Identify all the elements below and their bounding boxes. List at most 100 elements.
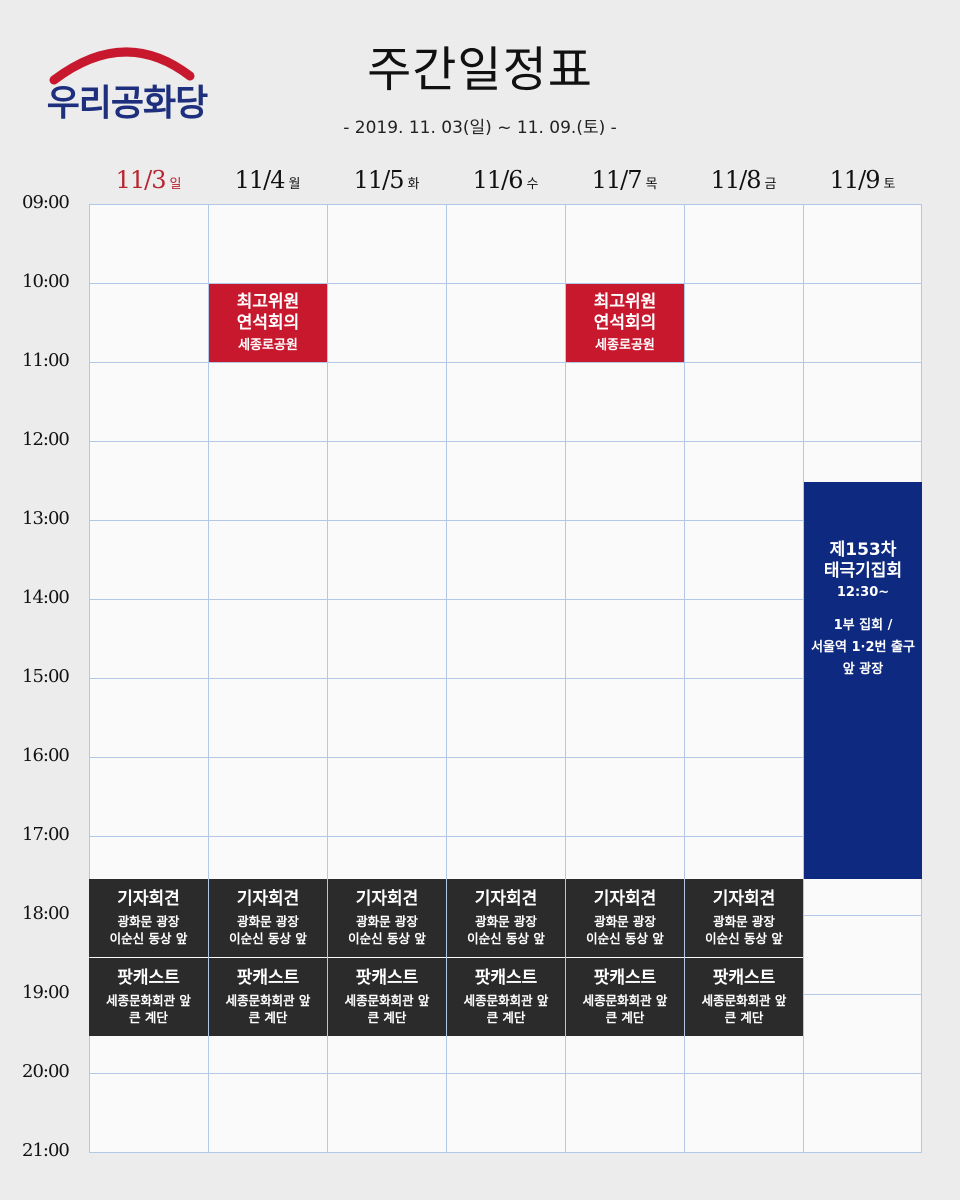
- event-place: 세종문화회관 앞: [344, 992, 430, 1008]
- event-podcast-tue[interactable]: 팟캐스트 세종문화회관 앞 큰 계단: [328, 958, 446, 1036]
- event-title: 기자회견: [593, 888, 657, 909]
- event-place: 세종문화회관 앞: [701, 992, 787, 1008]
- day-header-sat: 11/9 토: [829, 166, 896, 194]
- event-place: 큰 계단: [486, 1009, 526, 1025]
- event-place: 광화문 광장: [237, 913, 299, 929]
- day-line: [565, 204, 566, 1153]
- event-podcast-mon[interactable]: 팟캐스트 세종문화회관 앞 큰 계단: [209, 958, 327, 1036]
- event-place: 이순신 동상 앞: [586, 930, 664, 946]
- event-title: 최고위원: [593, 292, 657, 313]
- event-place: 큰 계단: [367, 1009, 407, 1025]
- party-logo: 우리공화당: [40, 40, 210, 130]
- day-header-thu: 11/7 목: [591, 166, 658, 194]
- event-title: 기자회견: [117, 888, 180, 909]
- event-title: 최고위원: [236, 292, 300, 313]
- day-header-wed: 11/6 수: [472, 166, 539, 194]
- event-podcast-fri[interactable]: 팟캐스트 세종문화회관 앞 큰 계단: [685, 958, 803, 1036]
- event-title: 기자회견: [236, 888, 300, 909]
- day-line: [327, 204, 328, 1153]
- event-council-mon[interactable]: 최고위원 연석회의 세종로공원: [209, 284, 327, 362]
- event-place: 세종문화회관 앞: [106, 992, 191, 1008]
- time-label: 12:00: [22, 429, 70, 450]
- day-line: [684, 204, 685, 1153]
- hour-line: [89, 678, 922, 679]
- hour-line: [89, 204, 922, 205]
- event-press-wed[interactable]: 기자회견 광화문 광장 이순신 동상 앞: [447, 879, 565, 957]
- event-press-sun[interactable]: 기자회견 광화문 광장 이순신 동상 앞: [89, 879, 208, 957]
- day-line: [89, 204, 90, 1153]
- time-label: 17:00: [22, 824, 70, 845]
- event-council-thu[interactable]: 최고위원 연석회의 세종로공원: [566, 284, 684, 362]
- hour-line: [89, 599, 922, 600]
- day-line: [803, 204, 804, 1153]
- logo-text: 우리공화당: [46, 83, 209, 124]
- hour-line: [89, 757, 922, 758]
- hour-line: [89, 520, 922, 521]
- logo-arc-icon: [49, 47, 195, 85]
- event-title: 제153차: [829, 540, 897, 560]
- day-header-mon: 11/4 월: [234, 166, 301, 194]
- event-title: 팟캐스트: [474, 967, 538, 988]
- hour-line: [89, 362, 922, 363]
- event-place: 이순신 동상 앞: [705, 930, 783, 946]
- event-title: 태극기집회: [823, 561, 903, 582]
- event-place: 광화문 광장: [475, 913, 537, 929]
- event-press-tue[interactable]: 기자회견 광화문 광장 이순신 동상 앞: [328, 879, 446, 957]
- event-place: 광화문 광장: [713, 913, 775, 929]
- event-press-fri[interactable]: 기자회견 광화문 광장 이순신 동상 앞: [685, 879, 803, 957]
- event-place: 큰 계단: [724, 1009, 764, 1025]
- event-podcast-thu[interactable]: 팟캐스트 세종문화회관 앞 큰 계단: [566, 958, 684, 1036]
- event-title: 기자회견: [474, 888, 538, 909]
- event-place: 광화문 광장: [117, 913, 180, 929]
- event-title: 팟캐스트: [355, 967, 419, 988]
- event-place: 세종문화회관 앞: [225, 992, 311, 1008]
- time-label: 11:00: [22, 350, 70, 371]
- hour-line: [89, 1152, 922, 1153]
- time-label: 20:00: [22, 1061, 70, 1082]
- time-label: 18:00: [22, 903, 70, 924]
- time-label: 09:00: [22, 192, 70, 213]
- event-press-thu[interactable]: 기자회견 광화문 광장 이순신 동상 앞: [566, 879, 684, 957]
- day-header-sun: 11/3 일: [115, 166, 182, 194]
- hour-line: [89, 283, 922, 284]
- page-subtitle: - 2019. 11. 03(일) ~ 11. 09.(토) -: [343, 118, 617, 138]
- event-title: 기자회견: [355, 888, 419, 909]
- event-place: 이순신 동상 앞: [229, 930, 307, 946]
- event-place: 큰 계단: [129, 1009, 168, 1025]
- event-rally-sat[interactable]: 제153차 태극기집회 12:30~ 1부 집회 / 서울역 1·2번 출구 앞…: [804, 482, 922, 879]
- event-place: 이순신 동상 앞: [467, 930, 545, 946]
- event-detail: 앞 광장: [842, 661, 884, 677]
- event-place: 세종문화회관 앞: [582, 992, 668, 1008]
- event-place: 세종로공원: [238, 337, 298, 353]
- page-title: 주간일정표: [367, 42, 593, 98]
- event-place: 큰 계단: [248, 1009, 288, 1025]
- day-line: [446, 204, 447, 1153]
- event-title: 연석회의: [593, 313, 657, 334]
- event-podcast-wed[interactable]: 팟캐스트 세종문화회관 앞 큰 계단: [447, 958, 565, 1036]
- event-detail: 서울역 1·2번 출구: [811, 639, 915, 655]
- day-header-fri: 11/8 금: [710, 166, 777, 194]
- time-label: 15:00: [22, 666, 70, 687]
- time-label: 13:00: [22, 508, 70, 529]
- event-place: 이순신 동상 앞: [109, 930, 188, 946]
- hour-line: [89, 1073, 922, 1074]
- time-label: 21:00: [22, 1140, 70, 1161]
- hour-line: [89, 441, 922, 442]
- event-press-mon[interactable]: 기자회견 광화문 광장 이순신 동상 앞: [209, 879, 327, 957]
- time-label: 19:00: [22, 982, 70, 1003]
- event-title: 연석회의: [236, 313, 300, 334]
- event-title: 팟캐스트: [236, 967, 300, 988]
- event-title: 팟캐스트: [117, 967, 180, 988]
- time-label: 16:00: [22, 745, 70, 766]
- event-place: 광화문 광장: [356, 913, 418, 929]
- event-podcast-sun[interactable]: 팟캐스트 세종문화회관 앞 큰 계단: [89, 958, 208, 1036]
- event-place: 이순신 동상 앞: [348, 930, 426, 946]
- event-place: 세종문화회관 앞: [463, 992, 549, 1008]
- event-time: 12:30~: [836, 584, 890, 600]
- day-header-tue: 11/5 화: [353, 166, 420, 194]
- event-place: 광화문 광장: [594, 913, 656, 929]
- event-title: 팟캐스트: [593, 967, 657, 988]
- event-title: 기자회견: [712, 888, 776, 909]
- event-detail: 1부 집회 /: [833, 617, 893, 633]
- event-title: 팟캐스트: [712, 967, 776, 988]
